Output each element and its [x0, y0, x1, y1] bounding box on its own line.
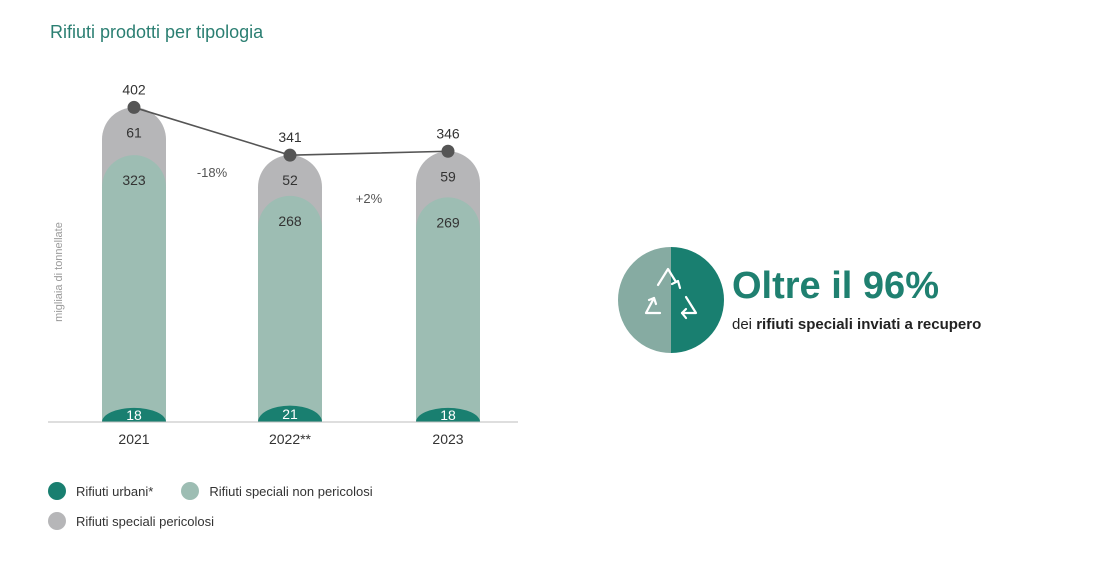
total-label: 402 — [122, 81, 146, 97]
bar-value-label: 52 — [282, 172, 298, 188]
x-tick-label: 2021 — [118, 431, 149, 447]
legend-swatch-urbani — [48, 482, 66, 500]
change-label: +2% — [356, 191, 383, 206]
legend-label-urbani: Rifiuti urbani* — [76, 483, 154, 499]
y-axis-label: migliaia di tonnellate — [53, 222, 65, 322]
legend-swatch-non-pericolosi — [181, 482, 200, 500]
bar-segment-2-1 — [416, 197, 480, 422]
bar-segment-0-1 — [102, 155, 166, 423]
bar-value-label: 18 — [126, 407, 142, 423]
bar-value-label: 269 — [436, 214, 460, 230]
total-label: 341 — [278, 129, 302, 145]
bar-chart: 18 323 61 2021 21 268 52 2022** 18 269 59 2023 402 34… — [48, 81, 518, 447]
total-label: 346 — [436, 125, 460, 141]
total-point — [283, 148, 297, 162]
bar-value-label: 18 — [440, 407, 456, 423]
bar-value-label: 323 — [122, 172, 146, 188]
subtitle-bold: rifiuti speciali inviati a recupero — [756, 316, 982, 333]
bar-value-label: 21 — [282, 406, 298, 422]
legend-item-non-pericolosi: Rifiuti speciali non pericolosi — [181, 482, 373, 500]
bar-value-label: 268 — [278, 213, 302, 229]
legend: Rifiuti urbani* Rifiuti speciali non per… — [48, 476, 401, 536]
bar-value-label: 59 — [440, 168, 456, 184]
chart-title: Rifiuti prodotti per tipologia — [50, 22, 264, 42]
change-label: -18% — [197, 165, 228, 180]
legend-item-urbani: Rifiuti urbani* — [48, 482, 153, 500]
highlight-subtitle: dei rifiuti speciali inviati a recupero — [732, 316, 981, 333]
legend-swatch-pericolosi — [48, 512, 66, 530]
x-tick-label: 2023 — [432, 431, 463, 447]
bar-segment-2-0 — [416, 407, 480, 422]
bar-segment-0-0 — [102, 407, 166, 422]
bar-value-label: 61 — [126, 124, 142, 140]
headline: Oltre il 96% — [732, 265, 939, 307]
subtitle-prefix: dei — [732, 316, 757, 333]
total-point — [441, 144, 455, 158]
x-tick-label: 2022** — [269, 431, 312, 447]
bar-segment-1-1 — [258, 195, 322, 422]
bar-segment-1-0 — [258, 405, 322, 422]
recycle-icon — [618, 247, 724, 353]
total-point — [127, 100, 141, 114]
recovery-highlight: Oltre il 96% dei rifiuti speciali inviat… — [616, 245, 1096, 360]
legend-item-pericolosi: Rifiuti speciali pericolosi — [48, 512, 214, 530]
legend-label-pericolosi: Rifiuti speciali pericolosi — [76, 513, 214, 529]
legend-label-non-pericolosi: Rifiuti speciali non pericolosi — [209, 483, 373, 499]
